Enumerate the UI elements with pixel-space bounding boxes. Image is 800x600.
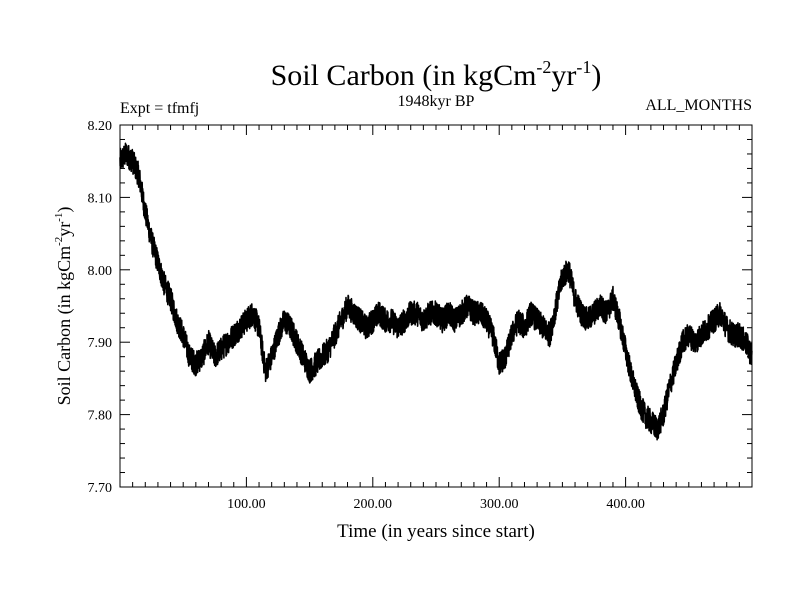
y-tick-label: 7.70 [88,481,113,496]
y-axis-label-end: ) [54,207,75,213]
y-tick-label: 7.80 [88,409,113,424]
soil-carbon-series-line [119,142,753,441]
y-axis-label-exponent-1: -2 [53,237,65,246]
chart-title: Soil Carbon (in kgCm-2yr-1) [271,57,602,92]
plot-frame [119,124,753,488]
x-tick-label: 200.00 [354,497,393,512]
chart-title-exponent-2: -1 [576,57,591,77]
data-series [119,142,753,441]
chart-title-mid: yr [551,59,576,92]
chart-title-exponent-1: -2 [536,57,551,77]
y-tick-label: 7.90 [88,336,113,351]
x-axis-label: Time (in years since start) [337,521,535,542]
months-label: ALL_MONTHS [645,97,752,114]
chart-title-end: ) [591,59,601,92]
x-tick-label: 400.00 [606,497,645,512]
x-tick-label: 100.00 [227,497,266,512]
y-axis-label: Soil Carbon (in kgCm-2yr-1) [53,207,75,406]
x-tick-label: 300.00 [480,497,519,512]
axis-tick-labels: 100.00 200.00 300.00 400.00 7.70 7.80 7.90 8.00… [88,119,645,512]
axis-ticks [120,125,752,487]
period-label: 1948kyr BP [398,93,475,110]
y-tick-label: 8.10 [88,191,113,206]
y-axis-label-exponent-2: -1 [53,213,65,222]
y-axis-label-mid: yr [54,222,74,237]
y-tick-label: 8.20 [88,119,113,134]
y-tick-label: 8.00 [88,264,113,279]
experiment-label: Expt = tfmfj [120,100,199,117]
